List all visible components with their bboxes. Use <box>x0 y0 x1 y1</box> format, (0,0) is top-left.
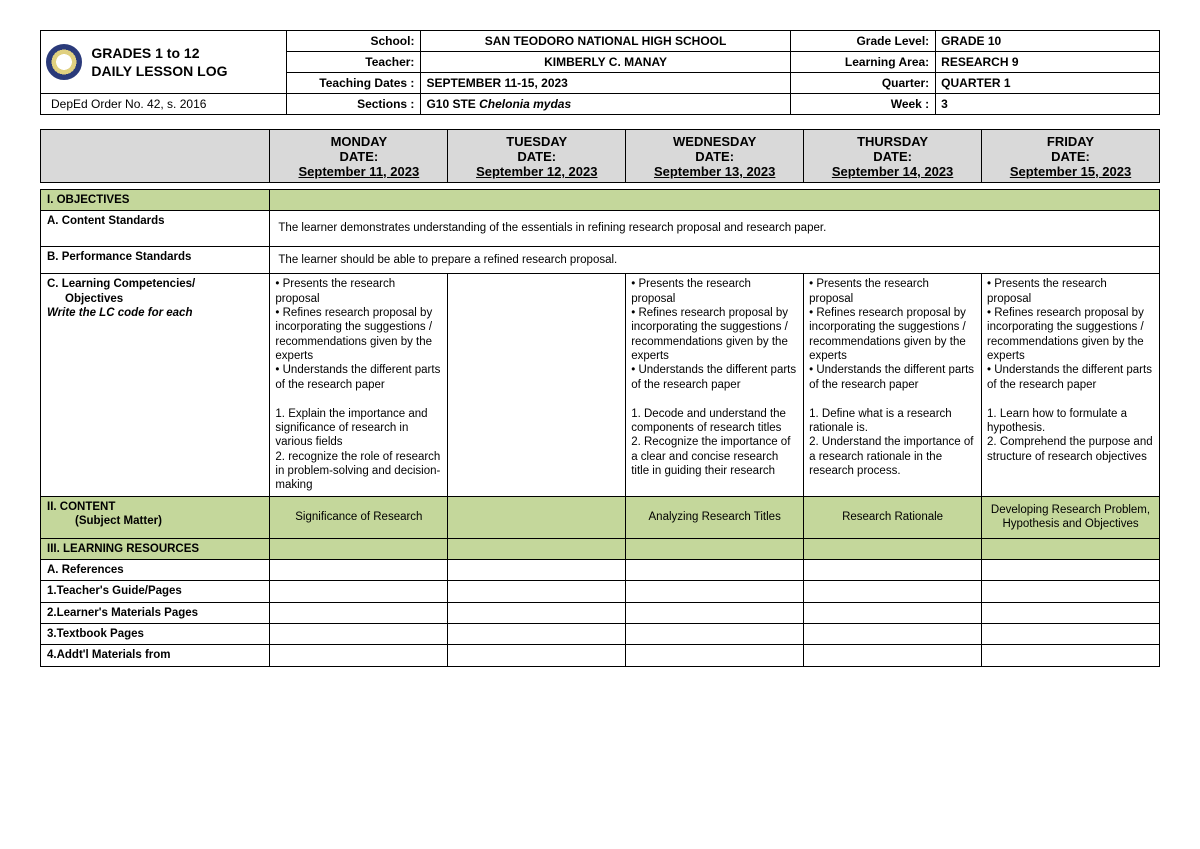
label-textbook: 3.Textbook Pages <box>41 624 270 645</box>
label-performance-standards: B. Performance Standards <box>41 246 270 273</box>
subject-thu: Research Rationale <box>804 496 982 538</box>
val-dates: SEPTEMBER 11-15, 2023 <box>421 73 790 94</box>
day-tuesday: TUESDAY DATE: September 12, 2023 <box>448 130 626 183</box>
title-cell: GRADES 1 to 12 DAILY LESSON LOG <box>41 31 287 94</box>
subject-wed: Analyzing Research Titles <box>626 496 804 538</box>
val-school: SAN TEODORO NATIONAL HIGH SCHOOL <box>421 31 790 52</box>
day-thursday: THURSDAY DATE: September 14, 2023 <box>804 130 982 183</box>
label-area: Learning Area: <box>790 52 935 73</box>
days-blank <box>41 130 270 183</box>
label-learners-materials: 2.Learner's Materials Pages <box>41 602 270 623</box>
label-teachers-guide: 1.Teacher's Guide/Pages <box>41 581 270 602</box>
label-additional-materials: 4.Addt'l Materials from <box>41 645 270 666</box>
competencies-thu: • Presents the research proposal • Refin… <box>804 274 982 497</box>
label-week: Week : <box>790 94 935 115</box>
label-sections: Sections : <box>287 94 421 115</box>
content-standards-text: The learner demonstrates understanding o… <box>270 211 1160 246</box>
title-line1: GRADES 1 to 12 <box>91 45 199 61</box>
sections-italic: Chelonia mydas <box>479 97 571 111</box>
competencies-tue <box>448 274 626 497</box>
day-wednesday: WEDNESDAY DATE: September 13, 2023 <box>626 130 804 183</box>
label-grade: Grade Level: <box>790 31 935 52</box>
val-area: RESEARCH 9 <box>936 52 1160 73</box>
subject-mon: Significance of Research <box>270 496 448 538</box>
day-monday: MONDAY DATE: September 11, 2023 <box>270 130 448 183</box>
section-resources: III. LEARNING RESOURCES <box>41 538 270 559</box>
val-grade: GRADE 10 <box>936 31 1160 52</box>
deped-order: DepEd Order No. 42, s. 2016 <box>41 94 287 115</box>
label-teacher: Teacher: <box>287 52 421 73</box>
val-quarter: QUARTER 1 <box>936 73 1160 94</box>
performance-standards-text: The learner should be able to prepare a … <box>270 246 1160 273</box>
label-content: II. CONTENT (Subject Matter) <box>41 496 270 538</box>
section-objectives: I. OBJECTIVES <box>41 190 270 211</box>
val-sections: G10 STE Chelonia mydas <box>421 94 790 115</box>
label-content-standards: A. Content Standards <box>41 211 270 246</box>
header-table: GRADES 1 to 12 DAILY LESSON LOG School: … <box>40 30 1160 115</box>
label-quarter: Quarter: <box>790 73 935 94</box>
competencies-mon: • Presents the research proposal • Refin… <box>270 274 448 497</box>
subject-tue <box>448 496 626 538</box>
day-friday: FRIDAY DATE: September 15, 2023 <box>982 130 1160 183</box>
label-school: School: <box>287 31 421 52</box>
label-competencies: C. Learning Competencies/ Objectives Wri… <box>41 274 270 497</box>
deped-seal-icon <box>46 44 82 80</box>
days-header-table: MONDAY DATE: September 11, 2023 TUESDAY … <box>40 129 1160 183</box>
title-line2: DAILY LESSON LOG <box>91 63 227 79</box>
label-references: A. References <box>41 559 270 580</box>
competencies-wed: • Presents the research proposal • Refin… <box>626 274 804 497</box>
main-table: I. OBJECTIVES A. Content Standards The l… <box>40 189 1160 667</box>
competencies-fri: • Presents the research proposal • Refin… <box>982 274 1160 497</box>
label-dates: Teaching Dates : <box>287 73 421 94</box>
val-week: 3 <box>936 94 1160 115</box>
val-teacher: KIMBERLY C. MANAY <box>421 52 790 73</box>
subject-fri: Developing Research Problem, Hypothesis … <box>982 496 1160 538</box>
sections-prefix: G10 STE <box>426 97 479 111</box>
section-objectives-span <box>270 190 1160 211</box>
